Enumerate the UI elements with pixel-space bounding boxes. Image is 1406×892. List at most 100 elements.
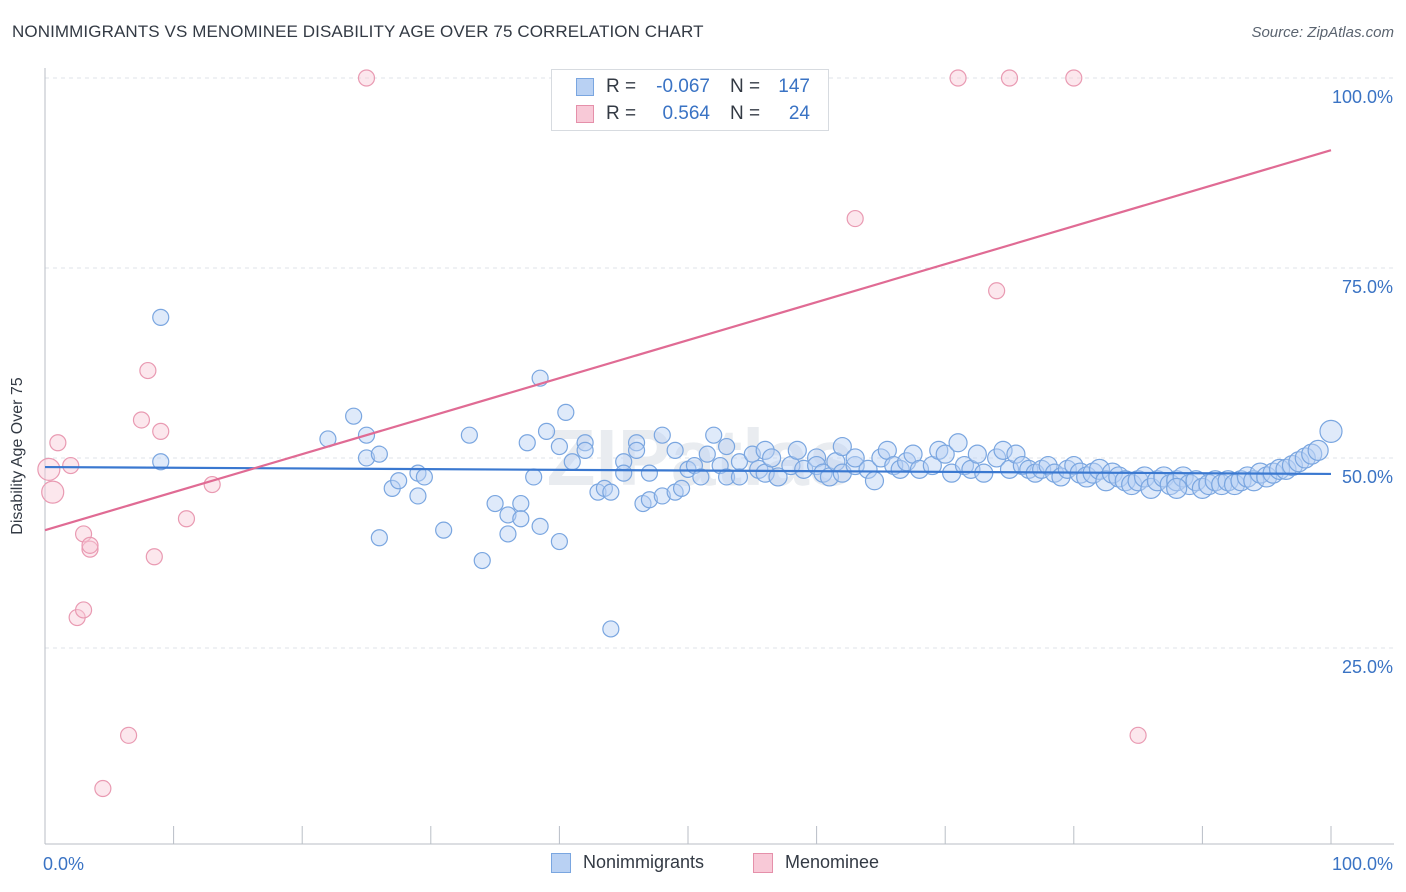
data-point — [139, 361, 157, 380]
n-value: 24 — [788, 103, 810, 124]
data-point — [94, 779, 112, 798]
data-point — [858, 459, 878, 479]
data-point — [1230, 470, 1252, 492]
data-point — [602, 620, 620, 638]
data-point — [576, 441, 594, 459]
data-point — [864, 471, 885, 491]
data-point — [390, 472, 408, 490]
data-point — [730, 468, 749, 486]
y-tick-label: 25.0% — [1342, 657, 1393, 677]
series-menominee-points — [37, 69, 1147, 798]
data-point — [550, 437, 569, 456]
r-label: R = — [606, 76, 637, 97]
data-point — [415, 468, 433, 486]
legend-label-menominee: Menominee — [785, 852, 880, 872]
data-point — [615, 464, 633, 482]
data-point — [345, 407, 363, 425]
data-point — [119, 726, 138, 744]
data-point — [1319, 419, 1343, 443]
data-point — [948, 433, 968, 453]
data-point — [145, 548, 163, 566]
data-point — [845, 455, 865, 476]
data-point — [531, 517, 549, 535]
y-tick-label: 75.0% — [1342, 277, 1393, 297]
data-point — [755, 440, 775, 460]
data-point — [1288, 451, 1310, 473]
data-point — [988, 282, 1006, 300]
data-point — [717, 468, 736, 486]
data-point — [1281, 454, 1304, 477]
legend-swatch-pink — [576, 105, 594, 123]
r-value: 0.564 — [662, 103, 710, 124]
data-point — [1301, 443, 1323, 465]
stats-row-nonimmigrants: R = -0.067 N = 147 — [576, 76, 810, 98]
data-point — [1166, 470, 1188, 492]
data-point — [909, 459, 930, 479]
data-point — [1038, 455, 1058, 476]
data-point — [1236, 466, 1259, 488]
data-point — [672, 479, 691, 497]
data-point — [653, 487, 671, 505]
data-point — [74, 601, 93, 619]
data-point — [846, 209, 864, 228]
trend-line-menominee — [44, 149, 1332, 532]
data-point — [525, 468, 543, 486]
data-point — [1159, 473, 1181, 496]
data-point — [717, 437, 736, 456]
data-point — [81, 540, 99, 558]
data-point — [1166, 477, 1188, 499]
data-point — [62, 456, 80, 475]
data-point — [768, 467, 788, 487]
data-point — [1065, 69, 1083, 87]
n-label: N = — [730, 103, 761, 124]
data-point — [1256, 466, 1278, 488]
data-point — [537, 422, 556, 440]
series-nonimmigrants-points — [152, 308, 1343, 638]
legend-item-menominee[interactable]: Menominee — [753, 852, 879, 873]
data-point — [698, 445, 716, 463]
legend-swatch-nonimmigrants — [551, 852, 571, 873]
data-point — [1006, 444, 1026, 464]
data-point — [550, 532, 569, 551]
data-point — [1129, 726, 1147, 744]
data-point — [627, 441, 646, 459]
data-point — [1088, 458, 1111, 480]
x-tick-label: 100.0% — [1332, 854, 1393, 874]
data-point — [1146, 470, 1168, 492]
axes — [44, 68, 1394, 845]
data-point — [370, 445, 388, 463]
n-value: 147 — [778, 76, 810, 97]
data-point — [794, 459, 814, 479]
n-label: N = — [730, 76, 761, 97]
data-point — [177, 510, 196, 528]
data-point — [152, 308, 170, 326]
r-value: -0.067 — [656, 76, 710, 97]
trend-lines — [44, 149, 1332, 532]
x-tick-label: 0.0% — [43, 854, 84, 874]
source-credit[interactable]: Source: ZipAtlas.com — [1251, 24, 1394, 41]
data-point — [845, 448, 865, 468]
data-point — [132, 411, 151, 429]
data-point — [987, 448, 1007, 468]
data-point — [653, 426, 671, 444]
trend-line-nonimmigrants — [44, 465, 1332, 476]
data-point — [602, 483, 620, 501]
stats-legend: R = -0.067 N = 147 R = 0.564 N = 24 — [551, 69, 829, 131]
data-point — [518, 434, 536, 452]
data-point — [499, 506, 517, 524]
data-point — [41, 480, 65, 504]
data-point — [967, 444, 987, 464]
data-point — [1294, 447, 1316, 469]
data-point — [705, 426, 723, 444]
legend-item-nonimmigrants[interactable]: Nonimmigrants — [551, 852, 704, 873]
data-point — [460, 426, 478, 444]
data-point — [152, 422, 170, 440]
data-point — [152, 453, 170, 471]
data-point — [1127, 470, 1149, 492]
stats-row-menominee: R = 0.564 N = 24 — [576, 103, 810, 125]
legend-swatch-menominee — [753, 852, 773, 873]
series-legend: Nonimmigrants Menominee — [0, 852, 1406, 876]
data-point — [512, 510, 530, 528]
data-point — [1178, 473, 1201, 496]
data-point — [357, 69, 376, 87]
